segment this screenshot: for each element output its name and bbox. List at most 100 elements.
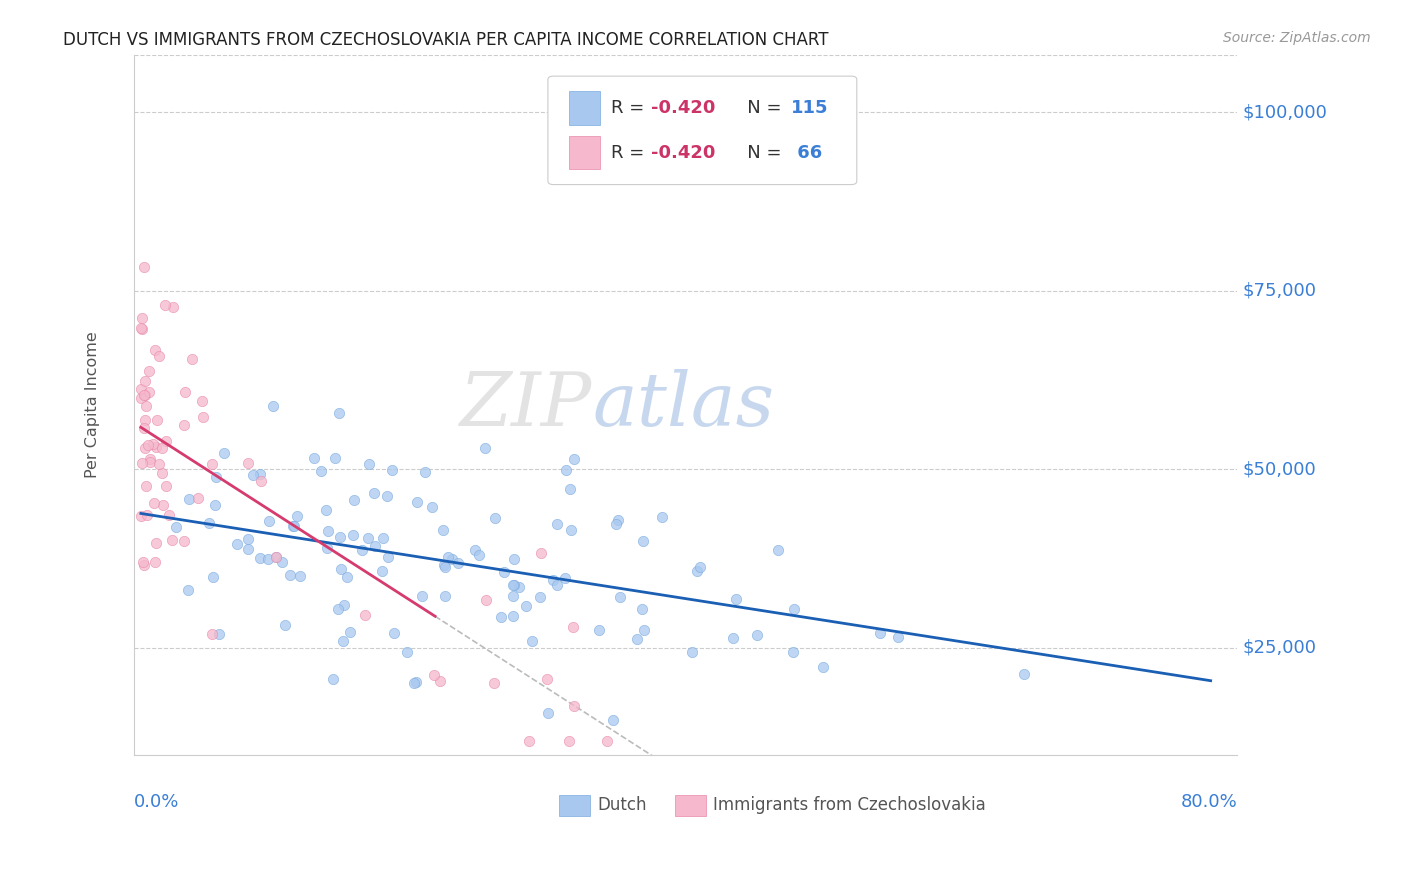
- Point: [554, 571, 576, 585]
- Point: [150, 442, 173, 456]
- Point: [541, 574, 564, 588]
- Point: [236, 542, 259, 557]
- Point: [134, 388, 156, 402]
- Text: Per Capita Income: Per Capita Income: [84, 332, 100, 478]
- Point: [745, 627, 768, 641]
- Point: [489, 610, 512, 624]
- Point: [441, 552, 464, 566]
- Point: [146, 413, 169, 427]
- Point: [129, 320, 152, 334]
- Point: [395, 645, 418, 659]
- Text: N =: N =: [730, 99, 787, 117]
- Point: [143, 343, 166, 357]
- FancyBboxPatch shape: [548, 76, 856, 185]
- Point: [382, 626, 405, 640]
- Point: [134, 412, 156, 426]
- Point: [242, 467, 264, 482]
- Point: [602, 713, 624, 727]
- Point: [595, 733, 617, 747]
- Point: [256, 551, 278, 566]
- Text: Source: ZipAtlas.com: Source: ZipAtlas.com: [1223, 31, 1371, 45]
- Point: [139, 451, 162, 466]
- Point: [1014, 666, 1036, 681]
- Point: [402, 675, 425, 690]
- Point: [446, 556, 468, 570]
- Point: [139, 455, 162, 469]
- Point: [420, 500, 443, 515]
- Point: [131, 310, 153, 325]
- Point: [309, 464, 332, 478]
- Text: Immigrants from Czechoslovakia: Immigrants from Czechoslovakia: [713, 797, 986, 814]
- Text: -0.420: -0.420: [651, 99, 714, 117]
- Point: [474, 593, 496, 607]
- Text: 0.0%: 0.0%: [134, 793, 180, 812]
- Text: R =: R =: [610, 99, 650, 117]
- Point: [342, 527, 364, 541]
- Point: [226, 536, 249, 550]
- Point: [187, 491, 209, 505]
- Point: [411, 589, 433, 603]
- Point: [315, 541, 337, 555]
- Point: [869, 625, 891, 640]
- Point: [561, 620, 583, 634]
- Point: [204, 499, 226, 513]
- Point: [436, 549, 458, 564]
- Point: [325, 451, 347, 466]
- Point: [508, 580, 530, 594]
- Point: [136, 508, 159, 522]
- Point: [562, 451, 585, 466]
- Point: [474, 441, 496, 455]
- Point: [131, 456, 153, 470]
- Point: [132, 555, 155, 569]
- Point: [373, 531, 395, 545]
- Point: [155, 434, 177, 448]
- Point: [562, 698, 585, 713]
- Point: [138, 364, 160, 378]
- Bar: [560, 795, 591, 815]
- Point: [138, 438, 160, 452]
- Point: [157, 508, 180, 522]
- Point: [177, 491, 200, 506]
- Point: [330, 562, 353, 576]
- Point: [503, 552, 526, 566]
- Text: -0.420: -0.420: [651, 144, 714, 161]
- Point: [686, 564, 709, 578]
- Point: [328, 406, 350, 420]
- Point: [537, 706, 560, 720]
- Point: [131, 392, 153, 406]
- Point: [302, 450, 325, 465]
- Point: [134, 441, 156, 455]
- Point: [494, 565, 516, 579]
- Point: [536, 673, 558, 687]
- Point: [529, 546, 551, 560]
- Point: [724, 592, 747, 607]
- Point: [520, 634, 543, 648]
- Point: [201, 569, 224, 583]
- Point: [257, 515, 280, 529]
- Point: [332, 633, 354, 648]
- Point: [191, 410, 214, 425]
- Point: [285, 509, 308, 524]
- Point: [371, 564, 394, 578]
- Point: [129, 382, 152, 396]
- Point: [207, 627, 229, 641]
- Point: [143, 555, 166, 569]
- Text: $100,000: $100,000: [1243, 103, 1327, 121]
- Point: [782, 645, 804, 659]
- Point: [131, 322, 153, 336]
- Point: [405, 674, 427, 689]
- Point: [283, 519, 305, 533]
- Point: [155, 479, 177, 493]
- Point: [145, 440, 167, 454]
- Point: [363, 540, 385, 554]
- Point: [651, 510, 673, 524]
- Point: [381, 463, 404, 477]
- Point: [560, 482, 582, 496]
- Point: [503, 578, 526, 592]
- Point: [162, 301, 184, 315]
- Point: [464, 542, 486, 557]
- Point: [588, 624, 610, 638]
- Point: [413, 465, 436, 479]
- Point: [262, 399, 284, 413]
- Point: [264, 550, 287, 565]
